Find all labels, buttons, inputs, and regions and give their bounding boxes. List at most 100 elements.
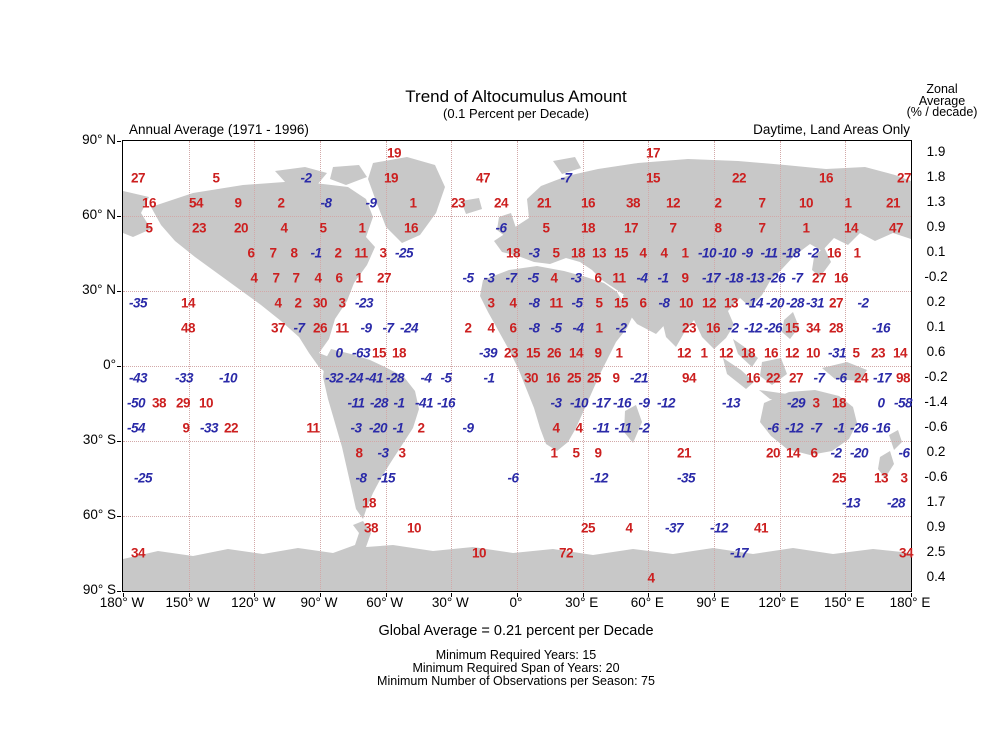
x-axis-label: 90° W — [300, 595, 338, 610]
x-axis-label: 90° E — [696, 595, 730, 610]
trend-value: -16 — [871, 320, 891, 336]
x-axis-label: 120° W — [231, 595, 276, 610]
x-axis-tick — [517, 593, 518, 597]
trend-value: 3 — [812, 395, 820, 411]
x-axis-tick — [779, 593, 781, 597]
trend-value: 5 — [552, 245, 560, 261]
map-plot-area: 19 17 27 5 -2 19 47 -7 15 22 16 27 16 54 9 2 -8 -9 1 23 24 21… — [117, 140, 914, 597]
trend-value: 22 — [731, 170, 747, 186]
trend-value: -35 — [128, 295, 148, 311]
trend-value: -10 — [569, 395, 589, 411]
trend-value: 4 — [575, 420, 583, 436]
trend-value: 8 — [714, 220, 722, 236]
trend-value: 26 — [546, 345, 562, 361]
trend-value: -12 — [784, 420, 804, 436]
trend-value: -26 — [763, 320, 783, 336]
trend-value: 4 — [552, 420, 560, 436]
trend-value: -3 — [377, 445, 389, 461]
trend-value: 29 — [175, 395, 191, 411]
trend-value: 4 — [639, 245, 647, 261]
x-axis-tick — [123, 593, 124, 597]
trend-value: -5 — [571, 295, 583, 311]
trend-value: -16 — [436, 395, 456, 411]
x-axis-label: 150° W — [165, 595, 210, 610]
trend-value: -15 — [376, 470, 396, 486]
trend-value: -25 — [133, 470, 153, 486]
trend-value: 4 — [509, 295, 517, 311]
trend-value: 1 — [802, 220, 810, 236]
trend-value: 16 — [818, 170, 834, 186]
trend-value: 7 — [669, 220, 677, 236]
trend-value: -1 — [310, 245, 322, 261]
trend-value: 30 — [523, 370, 539, 386]
land-arctic-islands-2 — [330, 165, 367, 185]
trend-value: 27 — [376, 270, 392, 286]
trend-value: -17 — [872, 370, 892, 386]
land-new-zealand-north — [889, 430, 902, 450]
land-iceland — [461, 198, 482, 214]
trend-value: -11 — [760, 245, 778, 261]
trend-value: 27 — [828, 295, 844, 311]
trend-value: 14 — [568, 345, 584, 361]
trend-value: 7 — [758, 220, 766, 236]
trend-value: -12 — [656, 395, 676, 411]
trend-value: 4 — [660, 245, 668, 261]
trend-value: 3 — [338, 295, 346, 311]
trend-value: 9 — [182, 420, 190, 436]
trend-value: 11 — [549, 295, 563, 311]
trend-value: 18 — [831, 395, 847, 411]
footer-min-observations: Minimum Number of Observations per Seaso… — [377, 674, 655, 688]
trend-value: -7 — [791, 270, 803, 286]
land-new-zealand-south — [878, 451, 894, 478]
trend-value: -9 — [365, 195, 377, 211]
x-axis-label: 0° — [509, 595, 523, 610]
trend-value: 16 — [403, 220, 419, 236]
trend-value: 4 — [487, 320, 495, 336]
y-axis-label: 0° — [103, 357, 116, 372]
trend-value: -35 — [676, 470, 696, 486]
trend-value: -1 — [392, 420, 404, 436]
trend-value: 1 — [358, 220, 366, 236]
trend-value: 23 — [870, 345, 886, 361]
trend-value: 3 — [398, 445, 406, 461]
trend-value: -41 — [414, 395, 434, 411]
trend-value: 18 — [361, 495, 377, 511]
trend-value: 19 — [386, 145, 402, 161]
trend-value: 3 — [487, 295, 495, 311]
zonal-header-line3: (% / decade) — [906, 105, 978, 119]
trend-value: -50 — [126, 395, 146, 411]
trend-value: 22 — [765, 370, 781, 386]
land-madagascar — [624, 405, 642, 443]
trend-value: 4 — [550, 270, 558, 286]
trend-value: 37 — [270, 320, 286, 336]
trend-value: 6 — [509, 320, 517, 336]
trend-value: 15 — [613, 295, 629, 311]
trend-value: -31 — [805, 295, 825, 311]
trend-value: -28 — [385, 370, 405, 386]
trend-value: 20 — [233, 220, 249, 236]
trend-value: 8 — [290, 245, 298, 261]
trend-value: 17 — [645, 145, 661, 161]
trend-value: -17 — [701, 270, 721, 286]
trend-value: 10 — [406, 520, 422, 536]
trend-value: 4 — [274, 295, 282, 311]
zonal-average-value: 1.7 — [926, 494, 946, 509]
trend-value: 11 — [612, 270, 626, 286]
trend-value: -3 — [570, 270, 582, 286]
trend-value: -4 — [572, 320, 584, 336]
trend-value: 2 — [277, 195, 285, 211]
trend-value: 14 — [892, 345, 908, 361]
trend-value: -13 — [721, 395, 741, 411]
trend-value: 16 — [826, 245, 842, 261]
trend-value: -16 — [612, 395, 632, 411]
trend-value: -2 — [300, 170, 312, 186]
trend-value: 23 — [681, 320, 697, 336]
trend-value: -6 — [767, 420, 779, 436]
trend-value: 0 — [877, 395, 885, 411]
trend-value: -2 — [727, 320, 739, 336]
trend-value: -12 — [709, 520, 729, 536]
trend-value: 4 — [280, 220, 288, 236]
y-axis-label: 90° N — [82, 132, 116, 147]
left-header: Annual Average (1971 - 1996) — [129, 122, 309, 137]
trend-value: -28 — [369, 395, 389, 411]
